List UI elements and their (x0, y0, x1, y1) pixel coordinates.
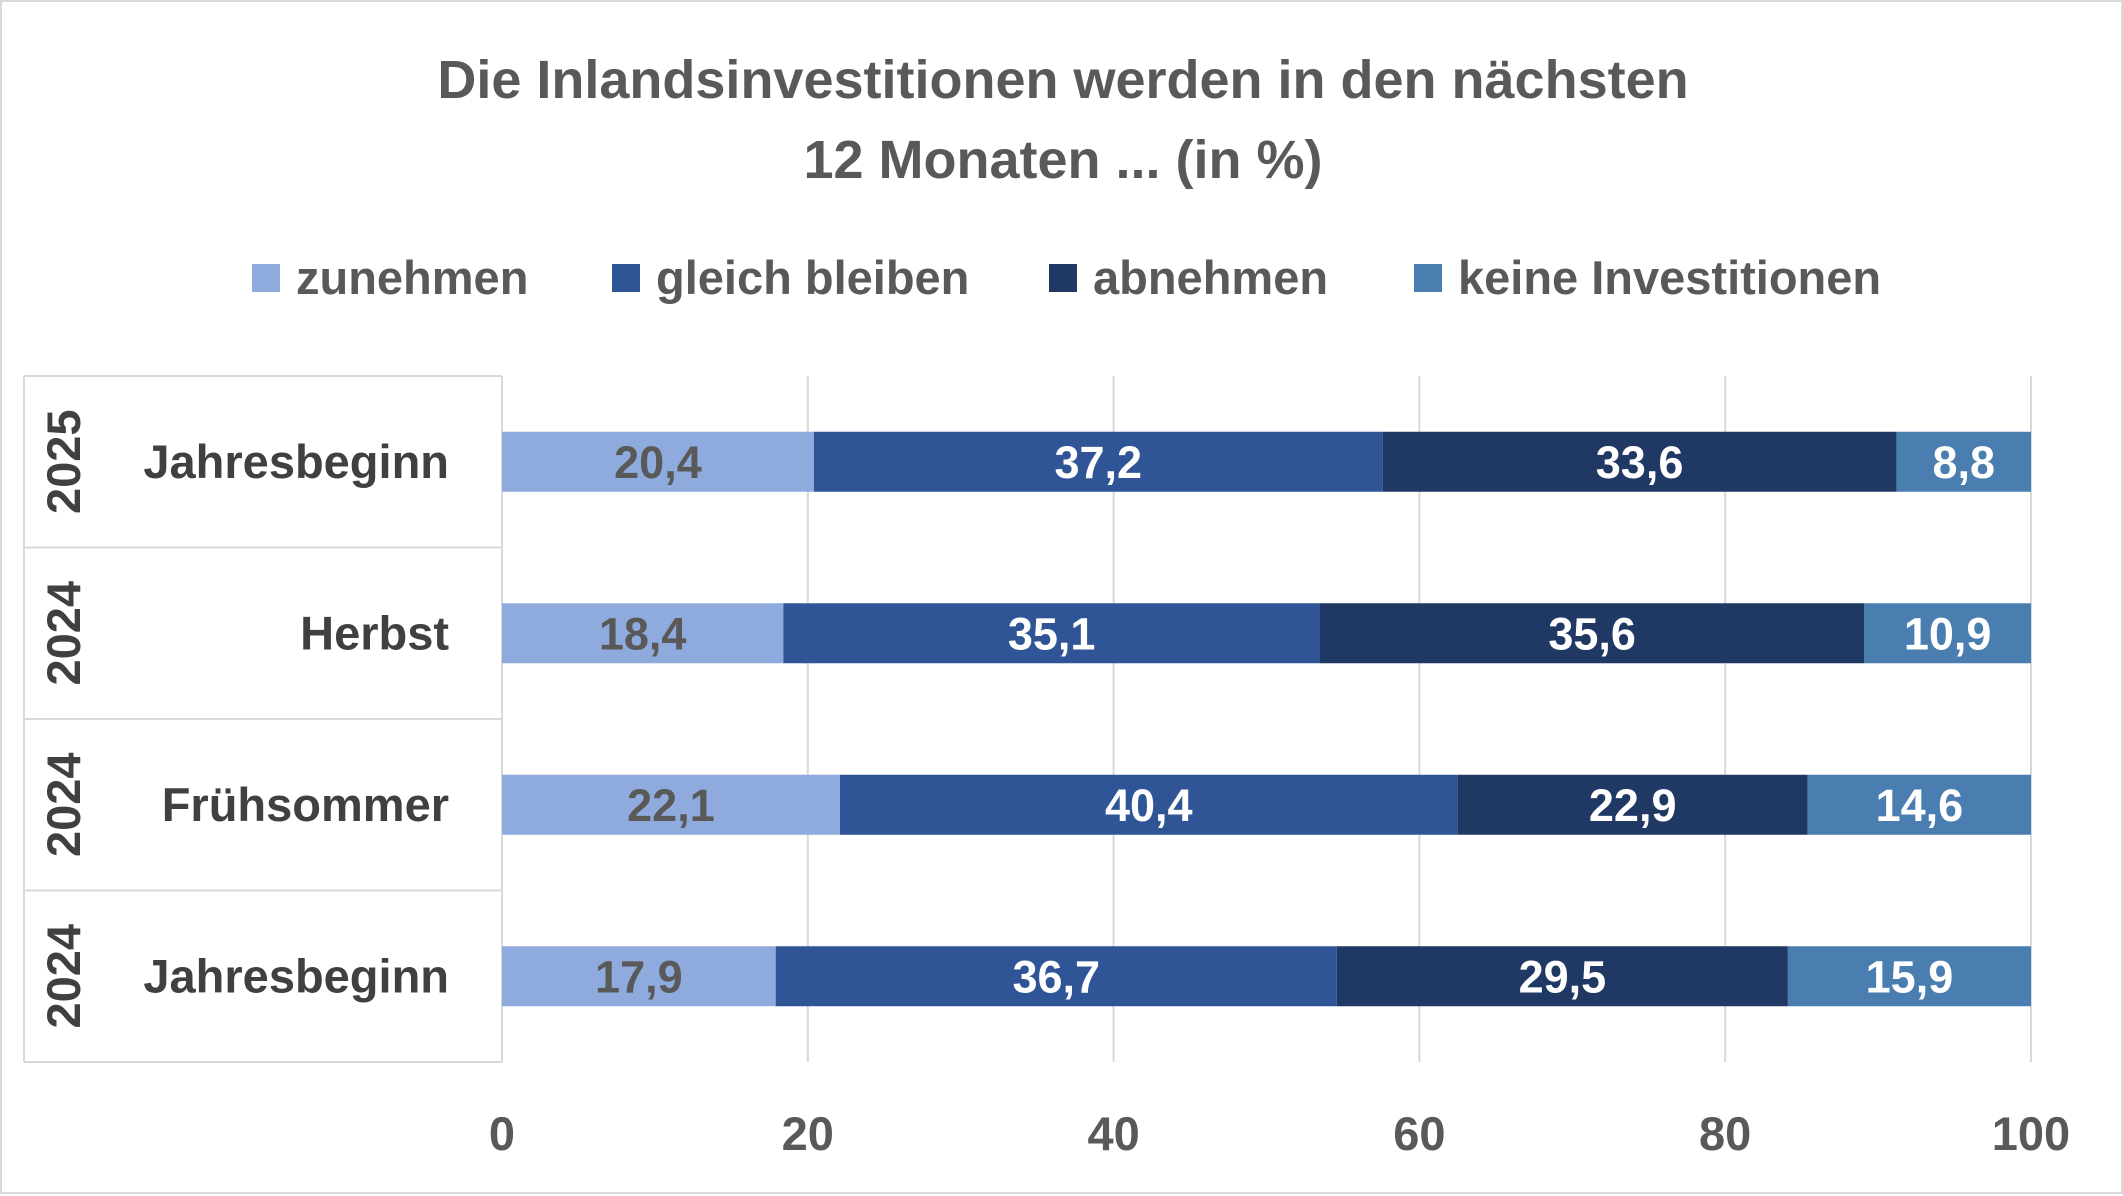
bar-segment (1320, 603, 1865, 664)
bar-segment (502, 774, 840, 835)
category-year-label: 2024 (37, 924, 90, 1029)
data-label: 17,9 (595, 951, 683, 1002)
value-axis: 0 20 40 60 80 100 (489, 1107, 2070, 1160)
legend-label: zunehmen (296, 251, 528, 304)
category-label: Jahresbeginn (143, 949, 449, 1002)
legend-swatch (1049, 264, 1077, 292)
bar-segment (775, 946, 1337, 1007)
chart-legend: zunehmen gleich bleiben abnehmen keine Inve… (252, 251, 1881, 304)
legend-label: abnehmen (1093, 251, 1328, 304)
bar-segment (1336, 946, 1788, 1007)
data-label: 15,9 (1866, 951, 1954, 1002)
data-label: 22,9 (1589, 780, 1677, 831)
chart-title: Die Inlandsinvestitionen werden in den n… (437, 50, 1688, 190)
bar-segment (839, 774, 1458, 835)
chart-bars: 20,4 37,2 33,6 8,8 18,4 35,1 35,6 10,9 22,1 40,4 2… (502, 431, 2031, 1007)
data-label: 40,4 (1105, 780, 1193, 831)
data-label: 20,4 (614, 437, 702, 488)
category-year-label: 2025 (37, 409, 90, 514)
bar-segment (1896, 431, 2031, 492)
data-label: 33,6 (1596, 437, 1684, 488)
legend-swatch (252, 264, 280, 292)
bar-segment (1864, 603, 2031, 664)
bar-segment (783, 603, 1321, 664)
data-label: 18,4 (599, 608, 687, 659)
bar-segment (1457, 774, 1808, 835)
bar-segment (1787, 946, 2031, 1007)
bar-segment (502, 603, 784, 664)
data-label: 35,6 (1548, 608, 1636, 659)
category-axis: Jahresbeginn 2025 Herbst 2024 Frühsommer 2024… (23, 375, 503, 1063)
legend-label: keine Investitionen (1458, 251, 1881, 304)
x-tick-label: 0 (489, 1107, 515, 1160)
legend-swatch (612, 264, 640, 292)
chart-title-line-2: 12 Monaten ... (in %) (803, 130, 1322, 190)
x-tick-label: 20 (782, 1107, 834, 1160)
bar-segment (502, 946, 776, 1007)
bar-segment (813, 431, 1383, 492)
data-label: 14,6 (1876, 780, 1964, 831)
category-label: Jahresbeginn (143, 435, 449, 488)
category-label: Herbst (300, 606, 449, 659)
data-label: 10,9 (1904, 608, 1992, 659)
bar-segment (502, 431, 814, 492)
legend-swatch (1414, 264, 1442, 292)
category-year-label: 2024 (37, 752, 90, 857)
category-year-label: 2024 (37, 581, 90, 686)
x-tick-label: 100 (1992, 1107, 2070, 1160)
data-label: 29,5 (1519, 951, 1607, 1002)
legend-label: gleich bleiben (656, 251, 969, 304)
bar-segment (1807, 774, 2031, 835)
chart-title-line-1: Die Inlandsinvestitionen werden in den n… (437, 50, 1688, 110)
data-label: 36,7 (1012, 951, 1100, 1002)
category-label: Frühsommer (162, 778, 449, 831)
x-tick-label: 40 (1087, 1107, 1139, 1160)
bar-segment (1382, 431, 1897, 492)
x-tick-label: 80 (1699, 1107, 1751, 1160)
data-label: 22,1 (627, 780, 715, 831)
x-tick-label: 60 (1393, 1107, 1445, 1160)
data-label: 8,8 (1932, 437, 1995, 488)
data-label: 37,2 (1055, 437, 1143, 488)
data-label: 35,1 (1008, 608, 1096, 659)
